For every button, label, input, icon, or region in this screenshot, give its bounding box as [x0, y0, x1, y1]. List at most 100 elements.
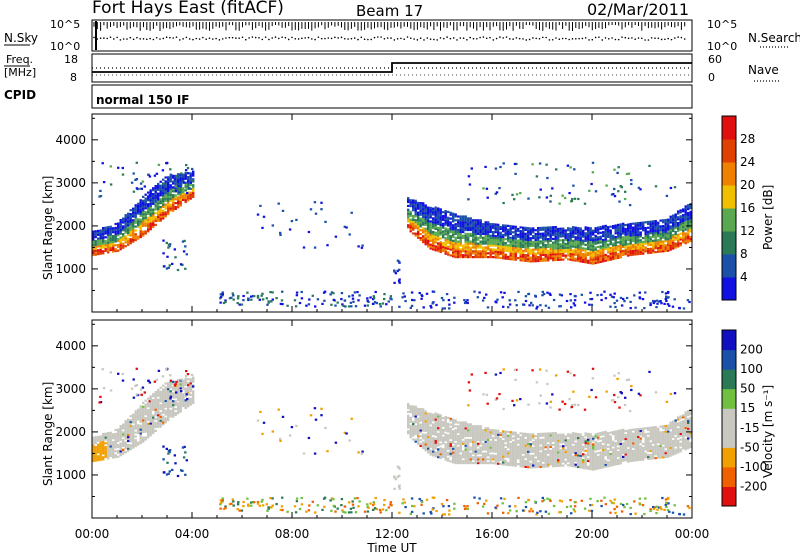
power-cell: [573, 302, 575, 304]
power-cell: [620, 254, 622, 256]
velocity-cell: [452, 446, 454, 448]
power-cell: [437, 215, 439, 217]
power-cell: [448, 299, 450, 301]
power-cell: [107, 246, 109, 248]
power-cell: [480, 237, 482, 239]
power-cell: [620, 250, 622, 252]
velocity-cell: [470, 456, 472, 458]
power-cell: [191, 168, 193, 170]
power-cell: [617, 232, 619, 234]
power-cell: [482, 254, 484, 256]
power-cell: [180, 204, 182, 206]
noise-search-dot: [469, 37, 471, 39]
power-cell: [175, 175, 177, 177]
velocity-cell: [432, 437, 434, 439]
power-cell: [437, 250, 439, 252]
power-cell: [520, 240, 522, 242]
power-cell: [652, 230, 654, 232]
power-cell: [617, 249, 619, 251]
velocity-cell: [502, 450, 504, 452]
power-cell: [567, 243, 569, 245]
power-cell: [330, 304, 332, 306]
power-cell: [542, 229, 544, 231]
noise-search-dot: [443, 38, 445, 40]
velocity-cell: [150, 419, 152, 421]
power-cell: [655, 234, 657, 236]
velocity-cell: [107, 442, 109, 444]
power-cell: [522, 244, 524, 246]
power-cell: [465, 229, 467, 231]
velocity-cell: [155, 430, 157, 432]
power-cell: [95, 236, 97, 238]
power-cell: [550, 255, 552, 257]
power-cell: [442, 225, 444, 227]
velocity-cell: [487, 435, 489, 437]
power-cell: [475, 250, 477, 252]
power-cell: [440, 226, 442, 228]
power-cell: [535, 237, 537, 239]
power-cell: [115, 227, 117, 229]
power-cell: [611, 193, 613, 195]
power-cell: [410, 213, 412, 215]
power-cell: [511, 194, 513, 196]
power-cell: [545, 246, 547, 248]
power-cell: [490, 244, 492, 246]
velocity-cell: [412, 429, 414, 431]
power-cell: [452, 228, 454, 230]
noise-search-dot: [654, 37, 656, 39]
power-cell: [147, 219, 149, 221]
power-cell: [600, 240, 602, 242]
velocity-cell: [180, 407, 182, 409]
power-cell: [620, 223, 622, 225]
power-cell: [525, 242, 527, 244]
velocity-cell: [132, 443, 134, 445]
velocity-cell: [527, 433, 529, 435]
power-cell: [647, 231, 649, 233]
power-cell: [602, 239, 604, 241]
power-cell: [570, 251, 572, 253]
power-cell: [670, 218, 672, 220]
power-cell: [657, 239, 659, 241]
velocity-cell: [412, 433, 414, 435]
power-cell: [185, 178, 187, 180]
velocity-cell: [125, 422, 127, 424]
velocity-cell: [430, 436, 432, 438]
velocity-cell: [475, 449, 477, 451]
velocity-cell: [487, 439, 489, 441]
power-cell: [450, 247, 452, 249]
power-cell: [557, 230, 559, 232]
power-cell: [156, 173, 158, 175]
velocity-cell: [130, 429, 132, 431]
velocity-cell: [450, 433, 452, 435]
power-cell: [192, 184, 194, 186]
power-cell: [627, 237, 629, 239]
velocity-cell: [407, 419, 409, 421]
power-cell: [614, 306, 616, 308]
power-cell: [555, 168, 557, 170]
power-cell: [535, 243, 537, 245]
power-cell: [537, 246, 539, 248]
power-cell: [460, 221, 462, 223]
power-cell: [192, 186, 194, 188]
power-cell: [412, 229, 414, 231]
noise-search-dot: [202, 37, 204, 39]
power-cell: [542, 242, 544, 244]
velocity-cell: [112, 437, 114, 439]
power-cell: [130, 221, 132, 223]
velocity-cell: [412, 415, 414, 417]
power-cell: [527, 231, 529, 233]
velocity-cell: [167, 388, 169, 390]
power-cell: [168, 244, 170, 246]
noise-search-dot: [542, 37, 544, 39]
power-cell: [437, 248, 439, 250]
power-cell: [463, 299, 465, 301]
power-cell: [559, 294, 561, 296]
power-cell: [467, 254, 469, 256]
power-cell: [540, 189, 542, 191]
power-cell: [555, 253, 557, 255]
power-cell: [685, 219, 687, 221]
power-cell: [570, 306, 572, 308]
power-cell: [600, 253, 602, 255]
velocity-cell: [100, 449, 102, 451]
velocity-cell: [167, 386, 169, 388]
